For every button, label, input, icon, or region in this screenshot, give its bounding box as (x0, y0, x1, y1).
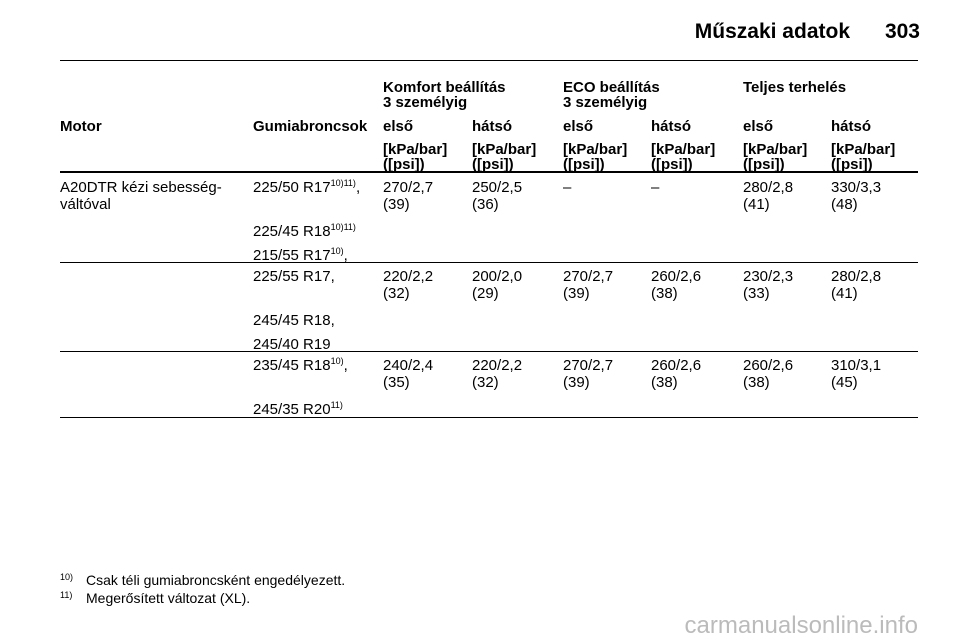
pressure: 250/2,5 (472, 179, 523, 196)
tire-text: 245/45 R18, (253, 312, 335, 329)
pressure: 270/2,7 (563, 268, 614, 285)
rule (60, 171, 918, 173)
pressure: (45) (831, 374, 858, 391)
pressure: (39) (563, 285, 590, 302)
tire-size: 215/55 R1710), (253, 246, 348, 265)
tire-suffix: , (343, 247, 348, 264)
motor: váltóval (60, 196, 111, 213)
unit-label: ([psi]) (651, 156, 693, 173)
column-header: hátsó (651, 118, 692, 135)
footnote-mark: 11) (60, 590, 73, 600)
pressure: 280/2,8 (831, 268, 882, 285)
pressure: (41) (831, 285, 858, 302)
pressure: (39) (383, 196, 410, 213)
unit-label: ([psi]) (743, 156, 785, 173)
group-header: 3 személyig (563, 94, 648, 111)
pressure: (36) (472, 196, 499, 213)
unit-label: ([psi]) (383, 156, 425, 173)
tire-text: 235/45 R18 (253, 357, 331, 374)
rule (60, 351, 918, 352)
footnote-ref: 10) (330, 246, 344, 256)
pressure: 230/2,3 (743, 268, 794, 285)
pressure: 260/2,6 (651, 268, 702, 285)
tire-size: 245/45 R18, (253, 312, 335, 329)
column-header: hátsó (831, 118, 872, 135)
pressure: 270/2,7 (563, 357, 614, 374)
rule (60, 417, 918, 418)
unit-label: [kPa/bar] (831, 141, 896, 158)
unit-label: ([psi]) (563, 156, 605, 173)
column-header: első (743, 118, 774, 135)
pressure: – (563, 179, 572, 196)
tire-size: 245/35 R2011) (253, 400, 343, 419)
footnote-ref: 10) (330, 356, 344, 366)
tire-text: 225/55 R17, (253, 268, 335, 285)
pressure: (32) (472, 374, 499, 391)
tire-text: 215/55 R17 (253, 247, 331, 264)
watermark: carmanualsonline.info (684, 612, 918, 639)
pressure: 220/2,2 (472, 357, 523, 374)
footnote-text: Megerősített változat (XL). (86, 590, 251, 606)
page-title: Műszaki adatok (694, 20, 850, 43)
pressure: (33) (743, 285, 770, 302)
pressure: (41) (743, 196, 770, 213)
rule (60, 262, 918, 263)
tire-size: 225/50 R1710)11), (253, 178, 361, 197)
unit-label: [kPa/bar] (383, 141, 448, 158)
pressure: 310/3,1 (831, 357, 882, 374)
pressure: 330/3,3 (831, 179, 882, 196)
unit-label: ([psi]) (472, 156, 514, 173)
rule (60, 60, 918, 61)
pressure: 260/2,6 (743, 357, 794, 374)
pressure: (38) (651, 285, 678, 302)
column-header: első (383, 118, 414, 135)
tire-text: 245/35 R20 (253, 401, 331, 418)
pressure: (39) (563, 374, 590, 391)
group-header: ECO beállítás (563, 79, 660, 96)
column-header: Gumiabroncsok (253, 118, 368, 135)
tire-text: 245/40 R19 (253, 336, 331, 353)
column-header: hátsó (472, 118, 513, 135)
column-header: első (563, 118, 594, 135)
pressure: (38) (651, 374, 678, 391)
pressure: 220/2,2 (383, 268, 434, 285)
unit-label: [kPa/bar] (651, 141, 716, 158)
unit-label: ([psi]) (831, 156, 873, 173)
pressure: 260/2,6 (651, 357, 702, 374)
unit-label: [kPa/bar] (563, 141, 628, 158)
pressure: (38) (743, 374, 770, 391)
pressure: (48) (831, 196, 858, 213)
group-header: 3 személyig (383, 94, 468, 111)
tire-size: 225/55 R17, (253, 268, 335, 285)
footnote-mark: 10) (60, 572, 74, 582)
column-header: Motor (60, 118, 102, 135)
tire-size: 235/45 R1810), (253, 356, 348, 375)
unit-label: [kPa/bar] (472, 141, 537, 158)
motor: A20DTR kézi sebesség- (60, 179, 222, 196)
pressure: 280/2,8 (743, 179, 794, 196)
pressure: 270/2,7 (383, 179, 434, 196)
tire-size: 245/40 R19 (253, 336, 331, 353)
pressure: (29) (472, 285, 499, 302)
tire-suffix: , (355, 179, 361, 196)
group-header: Komfort beállítás (383, 79, 506, 96)
group-header: Teljes terhelés (743, 79, 847, 96)
footnote-ref: 10)11) (330, 178, 356, 188)
tire-suffix: , (343, 357, 348, 374)
pressure: (32) (383, 285, 410, 302)
tire-text: 225/45 R18 (253, 223, 331, 240)
pressure: – (651, 179, 660, 196)
footnote-text: Csak téli gumiabroncsként engedélyezett. (86, 572, 346, 588)
tire-size: 225/45 R1810)11) (253, 222, 356, 241)
footnote-ref: 10)11) (330, 222, 356, 232)
tire-text: 225/50 R17 (253, 179, 331, 196)
pressure: 240/2,4 (383, 357, 434, 374)
pressure: (35) (383, 374, 410, 391)
unit-label: [kPa/bar] (743, 141, 808, 158)
page-number: 303 (884, 20, 920, 43)
footnote-ref: 11) (330, 400, 343, 410)
pressure: 200/2,0 (472, 268, 523, 285)
